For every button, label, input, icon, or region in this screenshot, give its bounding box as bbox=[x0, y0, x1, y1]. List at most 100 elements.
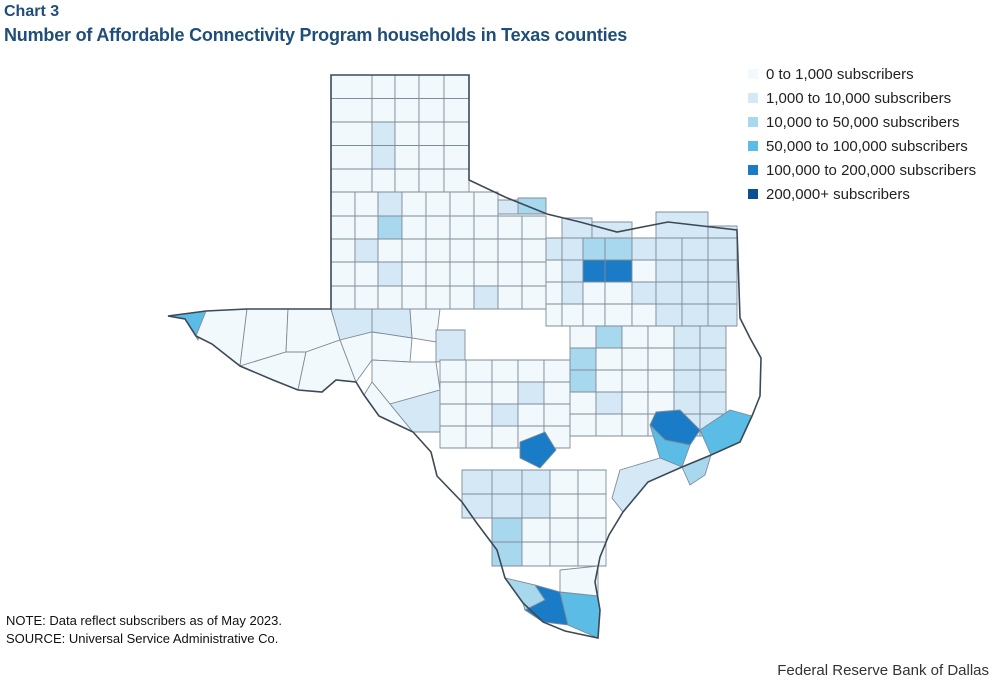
county bbox=[631, 281, 657, 305]
county bbox=[394, 74, 420, 99]
county bbox=[621, 413, 649, 437]
county bbox=[673, 369, 701, 393]
county bbox=[681, 281, 709, 305]
county bbox=[521, 261, 547, 287]
county bbox=[655, 259, 683, 283]
county bbox=[449, 215, 475, 240]
county bbox=[699, 325, 727, 349]
county bbox=[595, 347, 623, 371]
county bbox=[418, 121, 445, 146]
county bbox=[377, 191, 403, 217]
county bbox=[443, 98, 470, 123]
county bbox=[681, 259, 709, 283]
county bbox=[707, 259, 738, 283]
county bbox=[595, 325, 623, 349]
county bbox=[582, 303, 606, 327]
county bbox=[595, 369, 623, 393]
county bbox=[521, 493, 551, 519]
county bbox=[330, 215, 356, 240]
county bbox=[545, 237, 563, 261]
county bbox=[647, 325, 675, 349]
county bbox=[377, 285, 403, 310]
county bbox=[577, 493, 607, 519]
chart-title: Number of Affordable Connectivity Progra… bbox=[4, 25, 628, 45]
county bbox=[443, 145, 470, 170]
legend-label: 10,000 to 50,000 subscribers bbox=[766, 113, 960, 131]
county bbox=[699, 391, 727, 415]
county bbox=[595, 413, 623, 437]
county bbox=[418, 74, 445, 99]
legend-swatch bbox=[748, 141, 758, 151]
county bbox=[473, 285, 499, 310]
county bbox=[649, 424, 691, 468]
county bbox=[425, 191, 451, 217]
county bbox=[491, 541, 523, 567]
county bbox=[582, 281, 606, 305]
county bbox=[621, 369, 649, 393]
note-text: NOTE: Data reflect subscribers as of May… bbox=[6, 613, 282, 628]
county bbox=[549, 493, 579, 519]
county bbox=[449, 238, 475, 263]
legend-swatch bbox=[748, 165, 758, 175]
county bbox=[569, 413, 597, 437]
county bbox=[604, 237, 633, 261]
county bbox=[491, 517, 523, 543]
county bbox=[401, 238, 427, 263]
county bbox=[561, 281, 584, 305]
legend-label: 50,000 to 100,000 subscribers bbox=[766, 137, 968, 155]
county bbox=[549, 469, 579, 495]
county bbox=[439, 381, 467, 405]
county bbox=[195, 308, 248, 367]
county bbox=[497, 215, 523, 240]
county bbox=[394, 145, 420, 170]
county bbox=[491, 381, 519, 405]
county bbox=[521, 541, 551, 567]
county bbox=[655, 303, 683, 327]
county bbox=[647, 347, 675, 371]
county bbox=[473, 215, 499, 240]
county bbox=[461, 493, 493, 519]
county bbox=[371, 121, 396, 146]
county bbox=[435, 329, 466, 363]
county bbox=[465, 359, 493, 383]
legend-label: 100,000 to 200,000 subscribers bbox=[766, 161, 977, 179]
county bbox=[497, 285, 523, 310]
county bbox=[621, 347, 649, 371]
county bbox=[443, 121, 470, 146]
source-text: SOURCE: Universal Service Administrative… bbox=[6, 631, 279, 646]
county bbox=[330, 98, 373, 123]
county bbox=[521, 215, 547, 240]
texas-state-outline bbox=[167, 74, 762, 639]
county bbox=[604, 281, 633, 305]
footnote: NOTE: Data reflect subscribers as of May… bbox=[6, 612, 282, 648]
county bbox=[443, 74, 470, 99]
county bbox=[439, 403, 467, 427]
county bbox=[545, 281, 563, 305]
county bbox=[330, 74, 373, 99]
county bbox=[517, 359, 545, 383]
county bbox=[354, 261, 379, 287]
county bbox=[330, 285, 356, 310]
legend-label: 200,000+ subscribers bbox=[766, 185, 910, 203]
county bbox=[473, 261, 499, 287]
legend-item: 50,000 to 100,000 subscribers bbox=[748, 134, 976, 158]
county bbox=[418, 145, 445, 170]
county bbox=[330, 121, 373, 146]
county bbox=[595, 391, 623, 415]
legend-item: 200,000+ subscribers bbox=[748, 182, 976, 206]
county bbox=[449, 261, 475, 287]
county bbox=[543, 403, 571, 427]
county bbox=[604, 303, 633, 327]
county bbox=[707, 281, 738, 305]
county bbox=[330, 168, 373, 193]
county bbox=[699, 347, 727, 371]
county bbox=[449, 191, 475, 217]
county bbox=[465, 381, 493, 405]
county bbox=[354, 191, 379, 217]
county bbox=[461, 469, 493, 495]
county bbox=[377, 238, 403, 263]
county bbox=[681, 303, 709, 327]
county bbox=[418, 98, 445, 123]
county-layer bbox=[167, 74, 753, 639]
county bbox=[582, 237, 606, 261]
